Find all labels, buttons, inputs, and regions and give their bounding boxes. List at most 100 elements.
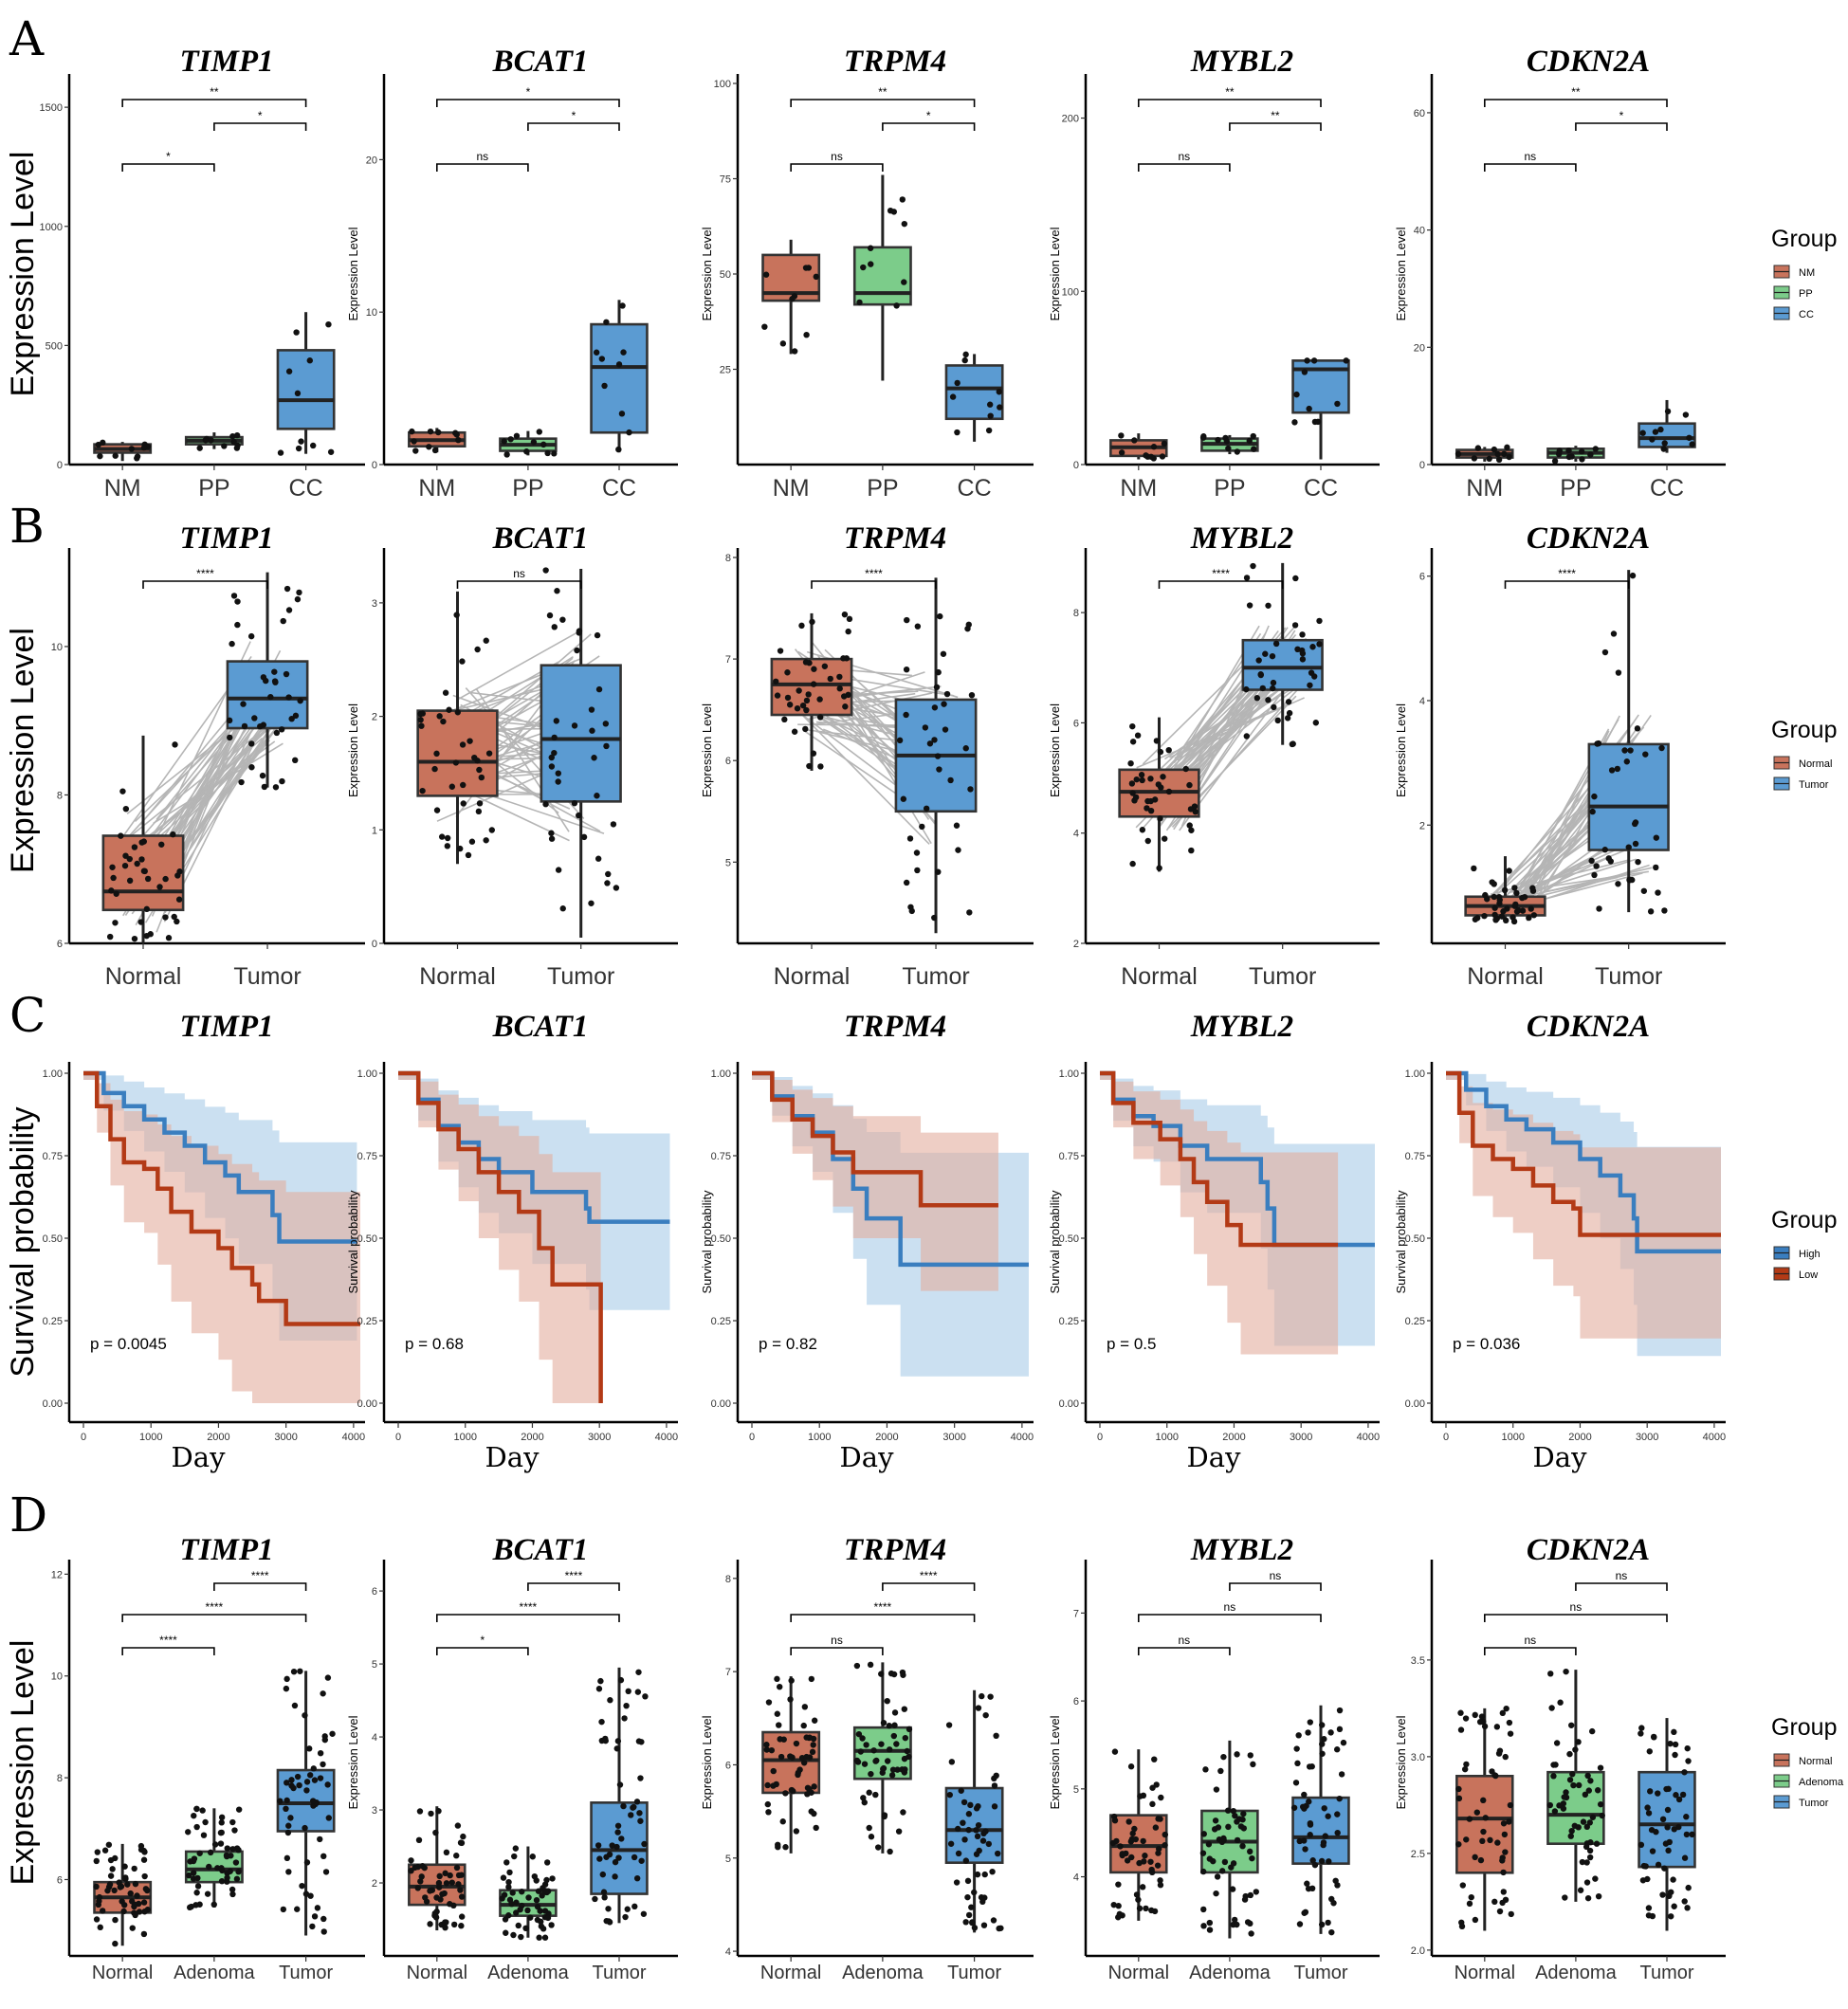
D-BCAT1-Tumor-point [623,1702,630,1709]
B-CDKN2A-Normal-point [1511,903,1518,909]
A-BCAT1-NM-point [411,438,417,445]
D-TRPM4-Adenoma-point [855,1730,863,1738]
D-CDKN2A-Normal-point [1455,1785,1462,1793]
D-BCAT1-Adenoma-point [501,1891,508,1898]
A-MYBL2-NM-point [1131,437,1138,444]
D-MYBL2-Normal-point [1128,1854,1135,1861]
C-CDKN2A-ytick-label: 0.00 [1405,1398,1425,1410]
A-MYBL2-sig-label: ** [1271,109,1280,122]
D-MYBL2-Normal-point [1148,1869,1156,1876]
D-MYBL2-Adenoma-point [1240,1810,1247,1817]
D-TRPM4-xtick-label: Tumor [947,1963,1001,1983]
A-TIMP1-NM-point [128,446,136,452]
D-TRPM4-Normal-point [764,1800,771,1808]
panel-A-legend-label: CC [1799,309,1814,320]
B-MYBL2-Normal-point [1138,772,1145,778]
C-MYBL2-y-title: Survival probability [1048,1190,1062,1294]
D-TRPM4-sig-label: ns [831,1634,843,1647]
D-TRPM4-Tumor-point [961,1836,968,1843]
D-TRPM4-Normal-point [803,1734,810,1741]
D-TIMP1-Adenoma-point [229,1890,236,1898]
panel-D: D TIMP1 6 8 10 12 Expression Level Normal Adenom… [5,1488,1844,1983]
B-TIMP1-Normal-point [171,913,177,921]
D-CDKN2A-Adenoma-point [1560,1805,1567,1812]
B-MYBL2-Tumor-point [1243,733,1250,740]
A-TIMP1-ytick-label: 1500 [40,102,63,114]
D-MYBL2-Tumor-point [1318,1722,1326,1728]
D-TRPM4-Tumor-point [973,1851,980,1857]
D-MYBL2-Adenoma-point [1247,1891,1254,1899]
B-TRPM4-pair-line [802,715,930,845]
D-TRPM4-Adenoma-point [888,1772,896,1779]
B-TIMP1-Normal-point [110,874,117,882]
B-MYBL2-Normal-point [1156,865,1162,871]
D-TIMP1-Adenoma-point [191,1812,197,1819]
B-TIMP1-Tumor-point [279,777,285,785]
D-BCAT1-Tumor-point [613,1745,620,1752]
B-MYBL2-ytick-label: 8 [1073,608,1079,619]
panel-A-legend-label: PP [1799,288,1813,300]
B-TIMP1-Normal-point [147,931,154,938]
D-TRPM4-ytick-label: 7 [725,1667,731,1678]
A-CDKN2A-xtick-label: NM [1466,475,1503,502]
D-BCAT1-Normal-point [414,1885,421,1891]
B-TIMP1-Normal-point [126,877,134,885]
B-BCAT1-Normal-point [474,646,481,653]
D-TRPM4-Adenoma-point [866,1789,872,1796]
D-TRPM4-ytick-label: 4 [725,1946,731,1958]
B-CDKN2A-chart: CDKN2A 2 4 6 Expression Level Normal Tumor **** [1394,521,1726,990]
D-CDKN2A-Tumor-point [1673,1792,1679,1799]
D-TRPM4-Adenoma-point [894,1766,901,1773]
D-TRPM4-Adenoma-point [886,1746,893,1753]
A-CDKN2A-NM-point [1494,450,1501,458]
C-TRPM4-xtick-label: 2000 [875,1432,898,1443]
D-TRPM4-Tumor-point [975,1705,982,1711]
D-CDKN2A-Adenoma-point [1580,1818,1587,1825]
D-TRPM4-Tumor-point [985,1840,993,1848]
B-TIMP1-Normal-point [131,844,138,850]
D-BCAT1-Adenoma-point [505,1884,512,1890]
D-TIMP1-Tumor-point [296,1781,302,1789]
A-TIMP1-NM-point [140,445,148,451]
D-TIMP1-Tumor-point [280,1906,287,1913]
D-TRPM4-Adenoma-point [884,1697,890,1705]
B-TRPM4-Normal-point [816,714,824,721]
B-CDKN2A-Normal-point [1519,907,1527,914]
D-TIMP1-Normal-point [107,1872,115,1879]
A-CDKN2A-NM-point [1495,456,1503,464]
D-CDKN2A-Adenoma-point [1546,1801,1554,1809]
D-BCAT1-Tumor-point [630,1804,636,1811]
B-CDKN2A-Normal-point [1501,886,1509,894]
D-CDKN2A-Adenoma-point [1566,1777,1574,1783]
D-MYBL2-Tumor-point [1306,1763,1313,1770]
D-CDKN2A-Normal-point [1501,1831,1509,1838]
D-TIMP1-Tumor-point [310,1798,317,1804]
C-MYBL2-xtick-label: 3000 [1290,1432,1312,1443]
B-TIMP1-ytick-label: 10 [51,642,63,653]
B-CDKN2A-Normal-point [1491,911,1498,919]
D-MYBL2-Adenoma-point [1206,1855,1214,1862]
D-TIMP1-Tumor-point [285,1822,292,1829]
D-TIMP1-Adenoma-point [194,1883,202,1890]
C-MYBL2-ytick-label: 0.00 [1059,1398,1079,1410]
B-TRPM4-Tumor-point [947,776,954,784]
D-BCAT1-Tumor-point [624,1906,631,1912]
A-TIMP1-CC-point [285,368,293,374]
B-TRPM4-Normal-point [842,703,849,710]
D-CDKN2A-bracket [1575,1582,1668,1591]
A-TRPM4-bracket [882,122,976,131]
B-BCAT1-Tumor-point [555,778,561,785]
D-TIMP1-Adenoma-point [204,1890,211,1897]
D-CDKN2A-Tumor-point [1638,1725,1645,1731]
B-TRPM4-Tumor-point [937,612,943,620]
B-TIMP1-Tumor-point [284,585,291,593]
D-MYBL2-Adenoma-point [1220,1835,1227,1842]
D-BCAT1-Tumor-point [605,1906,612,1912]
A-TRPM4-CC-point [997,404,1003,411]
D-TIMP1-Adenoma-point [207,1849,214,1856]
B-BCAT1-ytick-label: 2 [372,712,377,723]
B-MYBL2-Normal-point [1165,788,1173,795]
A-MYBL2-CC-point [1293,391,1300,398]
B-BCAT1-Tumor-point [554,588,560,594]
A-BCAT1-bracket [436,99,620,107]
